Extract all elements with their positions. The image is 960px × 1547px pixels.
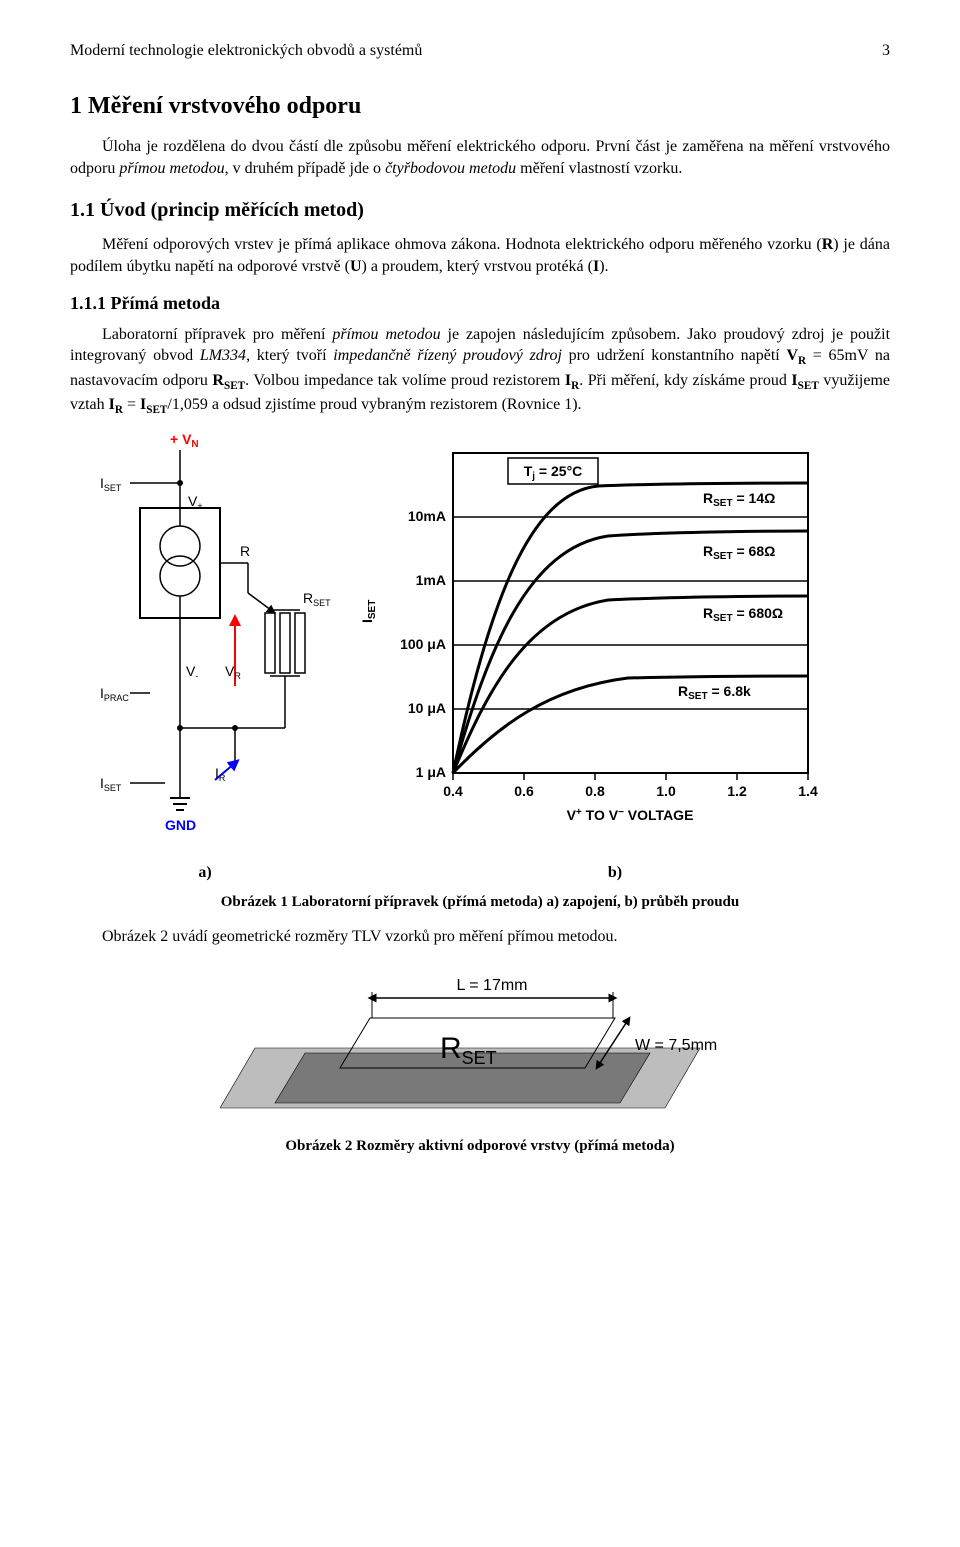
text: , v druhém případě jde o: [225, 160, 385, 177]
heading-2: 1.1 Úvod (princip měřících metod): [70, 197, 890, 224]
svg-text:VR: VR: [225, 663, 241, 681]
svg-text:ISET: ISET: [359, 600, 378, 623]
paragraph-fig2-intro: Obrázek 2 uvádí geometrické rozměry TLV …: [70, 926, 890, 948]
text: Laboratorní přípravek pro měření: [102, 326, 332, 343]
page-number: 3: [882, 40, 890, 62]
text: , který tvoří: [246, 347, 333, 364]
text-sub: R: [798, 355, 806, 367]
svg-text:10mA: 10mA: [408, 508, 446, 524]
svg-text:RSET = 680Ω: RSET = 680Ω: [703, 605, 783, 624]
svg-text:RSET = 14Ω: RSET = 14Ω: [703, 490, 775, 509]
running-title: Moderní technologie elektronických obvod…: [70, 40, 422, 62]
svg-text:10 μA: 10 μA: [408, 700, 446, 716]
text-sub: SET: [798, 380, 819, 392]
svg-text:GND: GND: [165, 817, 196, 833]
running-header: Moderní technologie elektronických obvod…: [70, 40, 890, 62]
svg-text:1.0: 1.0: [656, 783, 676, 799]
svg-text:0.8: 0.8: [585, 783, 605, 799]
text-bold: R: [822, 236, 834, 253]
subfig-b: b): [340, 862, 890, 884]
paragraph-intro: Úloha je rozdělena do dvou částí dle způ…: [70, 136, 890, 179]
text-bold: V: [786, 347, 798, 364]
svg-text:RSET: RSET: [303, 590, 331, 608]
svg-text:0.4: 0.4: [443, 783, 463, 799]
svg-text:V+ TO V− VOLTAGE: V+ TO V− VOLTAGE: [567, 807, 694, 823]
text: =: [123, 396, 140, 413]
svg-text:ISET: ISET: [100, 775, 122, 793]
text-bold: R: [212, 372, 224, 389]
text: /1,059 a odsud zjistíme proud vybraným r…: [167, 396, 581, 413]
figure-2-caption: Obrázek 2 Rozměry aktivní odporové vrstv…: [70, 1136, 890, 1156]
subfig-a: a): [70, 862, 340, 884]
text-sub: SET: [224, 380, 245, 392]
figure-1-caption: Obrázek 1 Laboratorní přípravek (přímá m…: [70, 892, 890, 912]
text: . Při měření, kdy získáme proud: [579, 372, 791, 389]
svg-text:R: R: [240, 543, 250, 559]
svg-text:RSET = 68Ω: RSET = 68Ω: [703, 543, 775, 562]
text-italic: LM334: [200, 347, 246, 364]
svg-text:1 μA: 1 μA: [416, 764, 446, 780]
svg-text:ISET: ISET: [100, 475, 122, 493]
svg-text:+ VN: + VN: [170, 431, 199, 450]
iset-graph: 1 μA 10 μA 100 μA 1mA 10mA 0.4 0.6 0.8 1…: [358, 428, 838, 828]
subfigure-labels: a) b): [70, 862, 890, 884]
text-bold: U: [350, 258, 362, 275]
text-sub: R: [115, 404, 123, 416]
svg-text:1mA: 1mA: [416, 572, 446, 588]
paragraph-method: Laboratorní přípravek pro měření přímou …: [70, 324, 890, 418]
svg-text:V-: V-: [186, 663, 198, 681]
figure-2: L = 17mm W = 7,5mm RSET: [70, 958, 890, 1128]
svg-text:1.2: 1.2: [727, 783, 747, 799]
svg-text:0.6: 0.6: [514, 783, 534, 799]
text-italic: přímou metodou: [332, 326, 440, 343]
circuit-diagram: + VN ISET V+ R RSET V-: [70, 428, 340, 858]
text: pro udržení konstantního napětí: [562, 347, 787, 364]
svg-text:RSET: RSET: [440, 1032, 497, 1068]
text: ).: [599, 258, 608, 275]
text: . Volbou impedance tak volíme proud rezi…: [245, 372, 565, 389]
svg-text:1.4: 1.4: [798, 783, 818, 799]
text-sub: R: [571, 380, 579, 392]
figure-1-row: + VN ISET V+ R RSET V-: [70, 428, 890, 858]
svg-text:100 μA: 100 μA: [400, 636, 446, 652]
text-sub: SET: [146, 404, 167, 416]
svg-text:IPRAC: IPRAC: [100, 685, 129, 703]
heading-3: 1.1.1 Přímá metoda: [70, 291, 890, 315]
text-italic: čtyřbodovou metodu: [385, 160, 516, 177]
svg-text:L = 17mm: L = 17mm: [457, 977, 528, 994]
text: ) a proudem, který vrstvou protéká (: [362, 258, 593, 275]
svg-text:IR: IR: [215, 765, 226, 783]
svg-text:RSET = 6.8k: RSET = 6.8k: [678, 683, 751, 702]
text-italic: impedančně řízený proudový zdroj: [333, 347, 562, 364]
text: měření vlastností vzorku.: [516, 160, 682, 177]
svg-text:W = 7,5mm: W = 7,5mm: [635, 1037, 717, 1054]
heading-1: 1 Měření vrstvového odporu: [70, 90, 890, 122]
paragraph-principle: Měření odporových vrstev je přímá aplika…: [70, 234, 890, 277]
text: Měření odporových vrstev je přímá aplika…: [102, 236, 822, 253]
text-italic: přímou metodou: [119, 160, 224, 177]
